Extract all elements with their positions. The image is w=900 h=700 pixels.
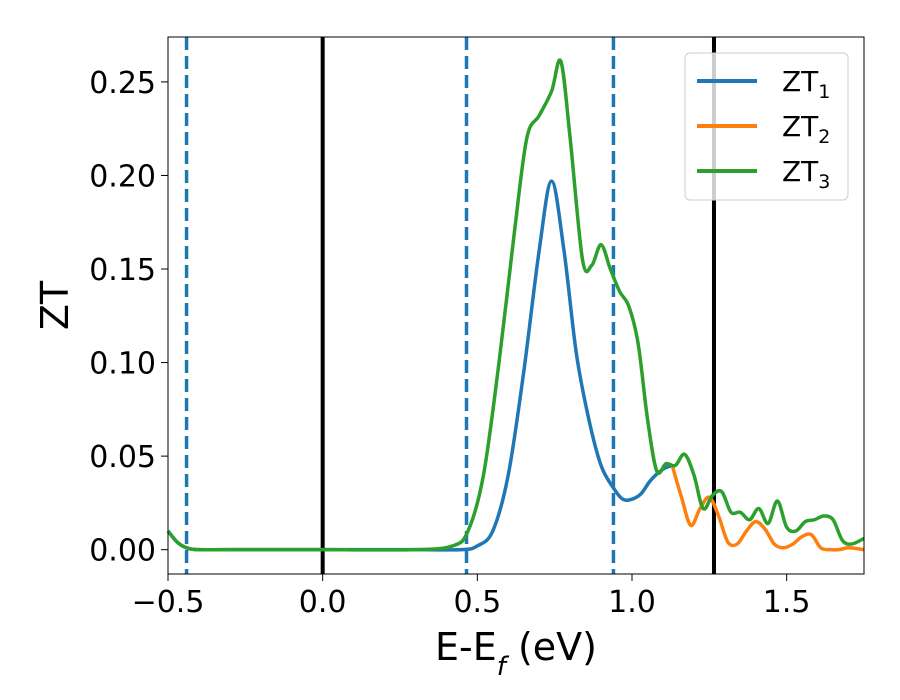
series-lines (166, 58, 865, 552)
legend: ZT1 ZT2 ZT3 (684, 52, 849, 201)
plot-frame (167, 36, 865, 575)
legend-box (684, 52, 849, 201)
y-axis-label: ZT (33, 280, 77, 330)
x-tick-label: 0.0 (299, 585, 347, 620)
legend-label-zt3: ZT3 (782, 155, 830, 193)
y-tick-label: 0.00 (89, 534, 156, 569)
legend-label-zt2: ZT2 (782, 110, 830, 148)
legend-label-zt1: ZT1 (782, 65, 830, 103)
y-tick-label: 0.25 (89, 66, 156, 101)
y-tick-label: 0.05 (89, 440, 156, 475)
x-tick-label: −0.5 (132, 585, 205, 620)
x-axis-ticks: −0.5 0.0 0.5 1.0 1.5 (132, 574, 811, 620)
y-tick-label: 0.20 (89, 159, 156, 194)
x-tick-label: 0.5 (453, 585, 501, 620)
series-line-zt1 (166, 179, 673, 552)
series-line-zt3 (166, 58, 865, 552)
x-tick-label: 1.5 (763, 585, 811, 620)
y-tick-label: 0.15 (89, 253, 156, 288)
x-tick-label: 1.0 (608, 585, 656, 620)
y-axis-ticks: 0.00 0.05 0.10 0.15 0.20 0.25 (89, 66, 168, 569)
y-tick-label: 0.10 (89, 347, 156, 382)
x-axis-label: E-Ef (eV) (435, 625, 597, 682)
reference-lines (184, 37, 716, 574)
